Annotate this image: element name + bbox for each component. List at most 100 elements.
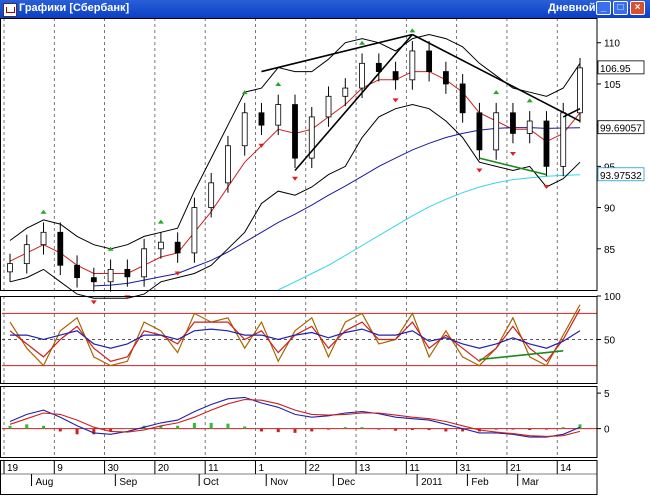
macd-histogram-bar bbox=[192, 422, 196, 429]
trendline bbox=[294, 33, 413, 172]
price-tick-label: 105 bbox=[604, 80, 621, 91]
macd-histogram-bar bbox=[528, 428, 532, 431]
price-tick-label: 110 bbox=[604, 39, 620, 50]
price-line-3 bbox=[9, 33, 581, 250]
month-label: Dec bbox=[337, 477, 355, 488]
macd-histogram-bar bbox=[109, 428, 113, 432]
macd-histogram-bar bbox=[327, 428, 331, 430]
trendline bbox=[562, 107, 581, 118]
macd-histogram-bar bbox=[494, 428, 498, 430]
macd-histogram-bar bbox=[293, 428, 297, 433]
fractal-up-marker bbox=[409, 28, 416, 33]
candle-body bbox=[325, 95, 332, 118]
day-label: 19 bbox=[7, 463, 19, 474]
macd-histogram-bar bbox=[276, 428, 280, 433]
month-label: Oct bbox=[203, 477, 219, 488]
candle-body bbox=[57, 231, 64, 266]
candle-body bbox=[208, 182, 215, 208]
candle-body bbox=[392, 71, 399, 81]
trendline bbox=[411, 33, 581, 122]
candle-body bbox=[40, 231, 47, 246]
fractal-down-marker bbox=[292, 176, 298, 181]
maximize-button[interactable]: □ bbox=[613, 1, 628, 15]
macd-histogram-bar bbox=[8, 425, 12, 429]
time-axis-box bbox=[0, 460, 598, 495]
candle-body bbox=[90, 277, 97, 283]
macd-histogram-bar bbox=[243, 426, 247, 429]
candle-body bbox=[560, 112, 567, 167]
price-tick-label: 90 bbox=[604, 204, 616, 215]
price-label: 99.69057 bbox=[600, 124, 642, 135]
fractal-down-marker bbox=[476, 168, 483, 173]
macd-histogram-bar bbox=[159, 425, 163, 429]
candle-body bbox=[191, 207, 198, 254]
macd-histogram-bar bbox=[209, 422, 213, 429]
macd-histogram-bar bbox=[25, 424, 29, 429]
fractal-down-marker bbox=[543, 184, 550, 189]
macd-histogram-bar bbox=[310, 428, 314, 432]
fractal-up-marker bbox=[493, 90, 500, 95]
title-bar[interactable]: Графики [Сбербанк] Дневной _ □ × bbox=[0, 0, 650, 18]
candle-body bbox=[107, 268, 114, 283]
macd-histogram-bar bbox=[360, 427, 364, 429]
osc-trendline bbox=[479, 350, 564, 361]
month-label: Aug bbox=[36, 477, 54, 488]
candle-body bbox=[375, 62, 382, 72]
candle-body bbox=[510, 112, 516, 134]
fractal-up-marker bbox=[359, 40, 366, 45]
close-button[interactable]: × bbox=[630, 1, 645, 15]
candle-body bbox=[543, 120, 550, 167]
macd-histogram-bar bbox=[578, 424, 582, 429]
candle-body bbox=[342, 87, 349, 97]
window-title: Графики [Сбербанк] bbox=[19, 2, 130, 14]
trendline bbox=[479, 157, 547, 176]
candle-body bbox=[426, 50, 433, 72]
macd-histogram-bar bbox=[377, 428, 381, 430]
macd-histogram-bar bbox=[444, 428, 448, 432]
chart-app-icon bbox=[3, 3, 17, 17]
macd-histogram-bar bbox=[176, 425, 180, 429]
day-label: 30 bbox=[108, 463, 120, 474]
macd-histogram-bar bbox=[343, 427, 347, 429]
macd-histogram-bar bbox=[125, 427, 129, 429]
macd-tick-label: 5 bbox=[604, 389, 610, 400]
candle-body bbox=[74, 264, 80, 279]
candle-body bbox=[258, 112, 265, 126]
fractal-up-marker bbox=[107, 246, 114, 251]
macd-histogram-bar bbox=[561, 427, 565, 429]
macd-histogram-bar bbox=[259, 428, 263, 432]
candle-body bbox=[409, 50, 416, 81]
macd-histogram-bar bbox=[92, 428, 96, 435]
candle-body bbox=[577, 67, 583, 114]
macd-histogram-bar bbox=[226, 423, 230, 429]
macd-tick-label: 0 bbox=[604, 425, 610, 436]
macd-line-1 bbox=[9, 398, 581, 437]
period-label: Дневной bbox=[548, 2, 596, 14]
macd-histogram-bar bbox=[42, 425, 46, 429]
day-label: 31 bbox=[460, 463, 472, 474]
fractal-down-marker bbox=[392, 98, 399, 103]
macd-histogram-bar bbox=[58, 428, 62, 432]
fractal-up-marker bbox=[241, 90, 248, 95]
macd-line-0 bbox=[9, 396, 581, 438]
month-label: Sep bbox=[119, 477, 137, 488]
macd-histogram-bar bbox=[544, 428, 548, 430]
candle-body bbox=[292, 104, 298, 159]
candle-body bbox=[157, 241, 164, 250]
macd-panel: 05 bbox=[2, 389, 610, 438]
candle-body bbox=[241, 112, 248, 147]
candle-body bbox=[442, 71, 449, 85]
day-label: 21 bbox=[510, 463, 522, 474]
osc-line-2 bbox=[10, 328, 581, 349]
fractal-up-marker bbox=[526, 98, 533, 103]
month-label: Feb bbox=[471, 477, 489, 488]
fractal-up-marker bbox=[40, 209, 47, 214]
candle-body bbox=[526, 120, 533, 134]
month-label: Mar bbox=[522, 477, 540, 488]
minimize-button[interactable]: _ bbox=[596, 1, 611, 15]
price-label-box bbox=[597, 60, 645, 75]
